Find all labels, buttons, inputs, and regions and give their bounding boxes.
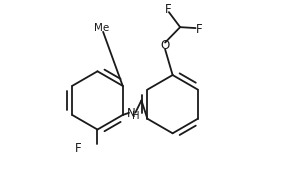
Text: N: N xyxy=(127,107,136,120)
Text: O: O xyxy=(160,39,170,52)
Text: F: F xyxy=(165,3,171,16)
Text: F: F xyxy=(196,23,202,36)
Text: F: F xyxy=(75,142,82,155)
Text: Me: Me xyxy=(94,23,109,33)
Text: H: H xyxy=(132,111,139,121)
